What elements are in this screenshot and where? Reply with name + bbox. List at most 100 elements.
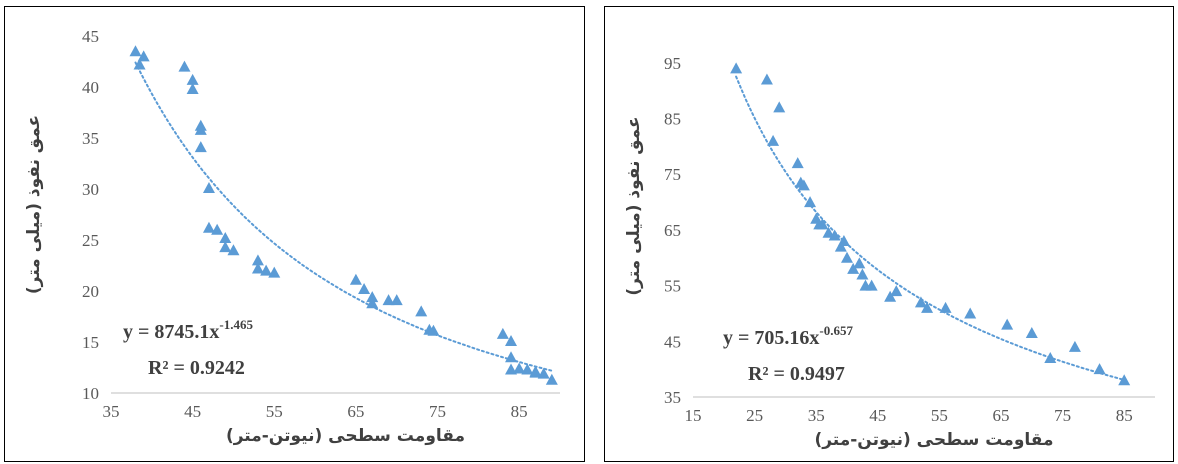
data-point-marker [268, 266, 281, 278]
data-point-marker [939, 301, 952, 313]
data-point-marker [1093, 363, 1106, 375]
chart-right-svg: 35 45 55 65 75 85 95 15 25 35 45 55 65 75 85 مقاومت سطح… [624, 54, 1155, 450]
data-point-marker [129, 45, 142, 57]
y-tick-label: 20 [82, 282, 99, 301]
data-point-marker [1044, 352, 1057, 364]
x-tick-label: 35 [103, 402, 120, 421]
data-point-marker [260, 264, 273, 276]
data-point-marker [251, 254, 264, 266]
data-point-marker [884, 290, 897, 302]
chart-panel-right: 35 45 55 65 75 85 95 15 25 35 45 55 65 75 85 مقاومت سطح… [604, 6, 1174, 462]
data-point-marker [382, 294, 395, 306]
x-tick-label: 65 [347, 402, 364, 421]
data-point-marker [545, 373, 558, 385]
chart-left-svg: 10 15 20 25 30 35 40 45 35 45 55 65 75 85 مقاومت سطحی … [24, 27, 560, 446]
r-squared-label: R² = 0.9497 [748, 363, 845, 385]
data-point-marker [358, 282, 371, 294]
x-tick-label: 55 [266, 402, 283, 421]
x-tick-label: 25 [746, 406, 763, 425]
data-point-marker [760, 73, 773, 85]
data-point-marker [804, 196, 817, 208]
data-point-marker [415, 305, 428, 317]
data-point-marker [194, 141, 207, 153]
data-point-marker [505, 334, 518, 346]
data-point-marker [349, 273, 362, 285]
y-tick-label: 40 [82, 78, 99, 97]
data-point-marker [841, 251, 853, 263]
trendline [735, 75, 1126, 381]
data-point-marker [921, 301, 934, 313]
data-point-marker [914, 296, 927, 308]
data-point-marker [822, 226, 835, 238]
data-point-marker [521, 363, 534, 375]
data-point-marker [1025, 326, 1038, 338]
y-tick-label: 85 [664, 110, 681, 129]
data-point-marker [496, 327, 509, 339]
chart-panel-left: 10 15 20 25 30 35 40 45 35 45 55 65 75 85 مقاومت سطحی … [4, 6, 585, 462]
equation-exponent: -1.465 [219, 317, 253, 332]
data-point-marker [227, 244, 240, 256]
data-point-marker [1068, 340, 1081, 352]
data-point-marker [505, 363, 518, 375]
data-point-marker [219, 231, 232, 243]
x-tick-label: 85 [511, 402, 528, 421]
x-tick-label: 85 [1116, 406, 1133, 425]
data-point-marker [834, 240, 847, 252]
data-point-marker [797, 179, 810, 191]
data-point-marker [251, 262, 264, 274]
data-point-marker [513, 362, 526, 374]
data-point-marker [186, 73, 199, 85]
x-tick-label: 15 [685, 406, 702, 425]
trendline [134, 61, 553, 372]
data-point-marker [211, 223, 224, 235]
x-tick-label: 75 [1054, 406, 1071, 425]
data-point-marker [791, 157, 804, 169]
data-point-marker [865, 279, 878, 291]
data-point-marker [856, 268, 869, 280]
data-point-marker [1118, 374, 1131, 386]
data-point-marker [828, 229, 841, 241]
data-point-marker [837, 235, 850, 247]
data-point-marker [847, 262, 860, 274]
data-point-marker [194, 123, 207, 135]
y-tick-label: 65 [664, 221, 681, 240]
data-point-marker [767, 134, 780, 146]
y-tick-label: 45 [82, 27, 99, 46]
data-point-marker [816, 218, 829, 230]
data-point-marker [730, 62, 743, 74]
y-tick-label: 45 [664, 332, 681, 351]
data-point-marker [529, 366, 542, 378]
data-point-marker [1001, 318, 1014, 330]
y-tick-label: 55 [664, 277, 681, 296]
data-point-marker [427, 324, 440, 336]
data-point-marker [853, 257, 866, 269]
y-tick-label: 25 [82, 231, 99, 250]
x-tick-label: 45 [869, 406, 886, 425]
data-point-marker [505, 351, 518, 363]
y-tick-label: 35 [82, 129, 99, 148]
data-point-marker [186, 83, 199, 95]
x-tick-label: 45 [184, 402, 201, 421]
data-point-marker [137, 50, 150, 62]
data-point-marker [133, 58, 146, 70]
data-point-marker [366, 297, 379, 309]
data-point-marker [366, 291, 379, 303]
x-tick-label: 75 [429, 402, 446, 421]
data-point-marker [202, 181, 215, 193]
y-tick-label: 35 [664, 388, 681, 407]
y-tick-label: 30 [82, 180, 99, 199]
x-tick-label: 35 [808, 406, 825, 425]
data-point-marker [219, 241, 232, 253]
r-squared-label: R² = 0.9242 [148, 357, 245, 379]
x-tick-label: 55 [931, 406, 948, 425]
y-tick-label: 75 [664, 165, 681, 184]
data-point-marker [537, 367, 550, 379]
y-axis-label: عمق نفوذ (میلی متر) [24, 115, 44, 294]
equation-exponent: -0.657 [819, 323, 853, 338]
data-point-marker [890, 285, 903, 297]
data-point-marker [178, 60, 191, 72]
y-axis-label: عمق نفوذ (میلی متر) [624, 116, 644, 295]
x-tick-label: 65 [993, 406, 1010, 425]
y-tick-label: 15 [82, 333, 99, 352]
data-point-marker [773, 101, 786, 113]
